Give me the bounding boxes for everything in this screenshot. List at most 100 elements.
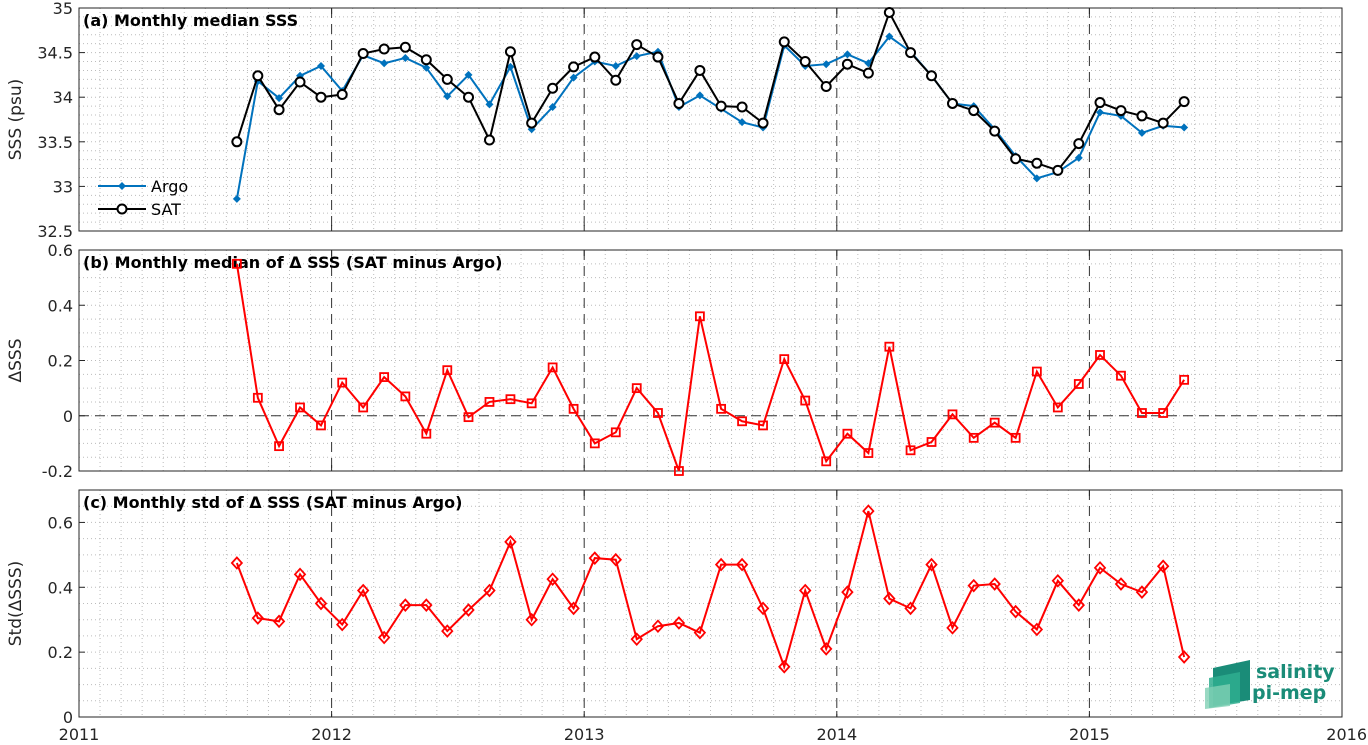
y-tick-label: 0.4	[48, 578, 73, 597]
data-point	[989, 125, 1001, 137]
data-point	[862, 504, 875, 518]
data-point	[1095, 350, 1105, 360]
data-point	[674, 466, 684, 476]
data-point	[420, 598, 433, 612]
data-point	[946, 620, 959, 635]
data-point	[862, 67, 874, 79]
data-point	[968, 105, 980, 117]
data-point	[1114, 577, 1128, 591]
series-line	[235, 263, 1185, 472]
data-point	[422, 63, 431, 72]
data-point	[631, 383, 642, 394]
series-line	[235, 510, 1186, 671]
data-point	[526, 398, 537, 409]
data-point	[988, 577, 1001, 591]
data-point	[316, 420, 326, 431]
data-point	[885, 32, 894, 41]
data-point	[799, 56, 811, 68]
data-point	[548, 103, 557, 112]
data-point	[463, 91, 475, 103]
y-tick-label: 0.2	[48, 352, 73, 371]
data-point	[1031, 366, 1042, 377]
data-point	[378, 43, 390, 55]
data-point	[843, 50, 852, 59]
data-point	[1010, 432, 1021, 443]
data-point	[1030, 622, 1044, 637]
data-point	[400, 391, 411, 402]
data-point	[652, 51, 664, 63]
y-tick-label: -0.2	[42, 462, 73, 481]
x-tick-label: 2011	[59, 725, 100, 744]
data-point	[673, 97, 685, 109]
data-point	[547, 362, 558, 373]
data-point	[1158, 408, 1169, 418]
data-point	[653, 408, 663, 418]
salinity-pi-mep-logo: salinity pi-mep	[1205, 660, 1335, 709]
data-point	[232, 194, 241, 203]
data-point	[379, 372, 390, 382]
x-tick-label: 2015	[1069, 725, 1110, 744]
data-point	[568, 61, 580, 73]
data-point	[905, 445, 916, 456]
legend-label: Argo	[151, 177, 188, 196]
data-point	[231, 136, 243, 148]
data-point	[462, 603, 475, 617]
data-point	[756, 601, 770, 616]
data-point	[380, 59, 389, 68]
data-point	[884, 341, 895, 352]
panel-b-delta-sss: -0.2 0 0.2 0.4 0.6 ΔSSS (b) Monthly median of …	[6, 241, 1343, 481]
data-point	[1093, 560, 1107, 575]
data-point	[926, 437, 937, 447]
series-delta	[231, 258, 1190, 476]
data-point	[694, 311, 705, 322]
data-point	[401, 53, 410, 62]
legend-marker	[116, 203, 128, 215]
data-point	[568, 403, 579, 414]
logo-text-line1: salinity	[1256, 661, 1335, 683]
x-tick-label: 2012	[311, 725, 352, 744]
panel-title: (c) Monthly std of Δ SSS (SAT minus Argo…	[83, 493, 462, 512]
data-point	[737, 416, 747, 427]
data-point	[736, 101, 748, 113]
data-point	[1136, 110, 1148, 122]
data-point	[883, 591, 896, 606]
data-point	[883, 6, 895, 18]
data-point	[967, 578, 980, 593]
data-point	[294, 76, 306, 88]
data-point	[505, 394, 516, 405]
data-point	[272, 614, 286, 629]
data-point	[799, 583, 812, 598]
data-point	[441, 624, 454, 638]
data-point	[822, 60, 831, 69]
data-point	[925, 557, 938, 572]
data-point	[1052, 164, 1064, 176]
data-point	[1073, 379, 1084, 389]
data-point	[356, 583, 370, 598]
x-tick-label: 2014	[816, 725, 857, 744]
legend: Argo SAT	[98, 177, 188, 219]
data-point	[589, 438, 600, 449]
panel-c-std-delta-sss: 0 0.2 0.4 0.6 2011 2012 2013 2014 2015 2016 Std(ΔS…	[6, 489, 1367, 744]
data-point	[420, 54, 432, 66]
panel-title: (b) Monthly median of Δ SSS (SAT minus A…	[83, 253, 502, 272]
data-point	[525, 612, 538, 627]
logo-icon	[1205, 660, 1250, 709]
data-point	[589, 51, 601, 63]
data-point	[567, 601, 580, 616]
data-point	[1009, 604, 1022, 619]
data-point	[1031, 157, 1043, 169]
data-point	[274, 441, 284, 452]
data-point	[989, 417, 1000, 428]
series-line	[235, 9, 1185, 172]
data-point	[251, 611, 265, 625]
data-point	[779, 354, 790, 365]
data-point	[819, 642, 833, 656]
data-point	[738, 118, 747, 127]
data-point	[485, 100, 494, 109]
data-point	[1032, 174, 1041, 183]
data-point	[336, 89, 348, 101]
data-point	[841, 585, 854, 599]
data-point	[1074, 153, 1083, 162]
data-point	[358, 402, 369, 413]
